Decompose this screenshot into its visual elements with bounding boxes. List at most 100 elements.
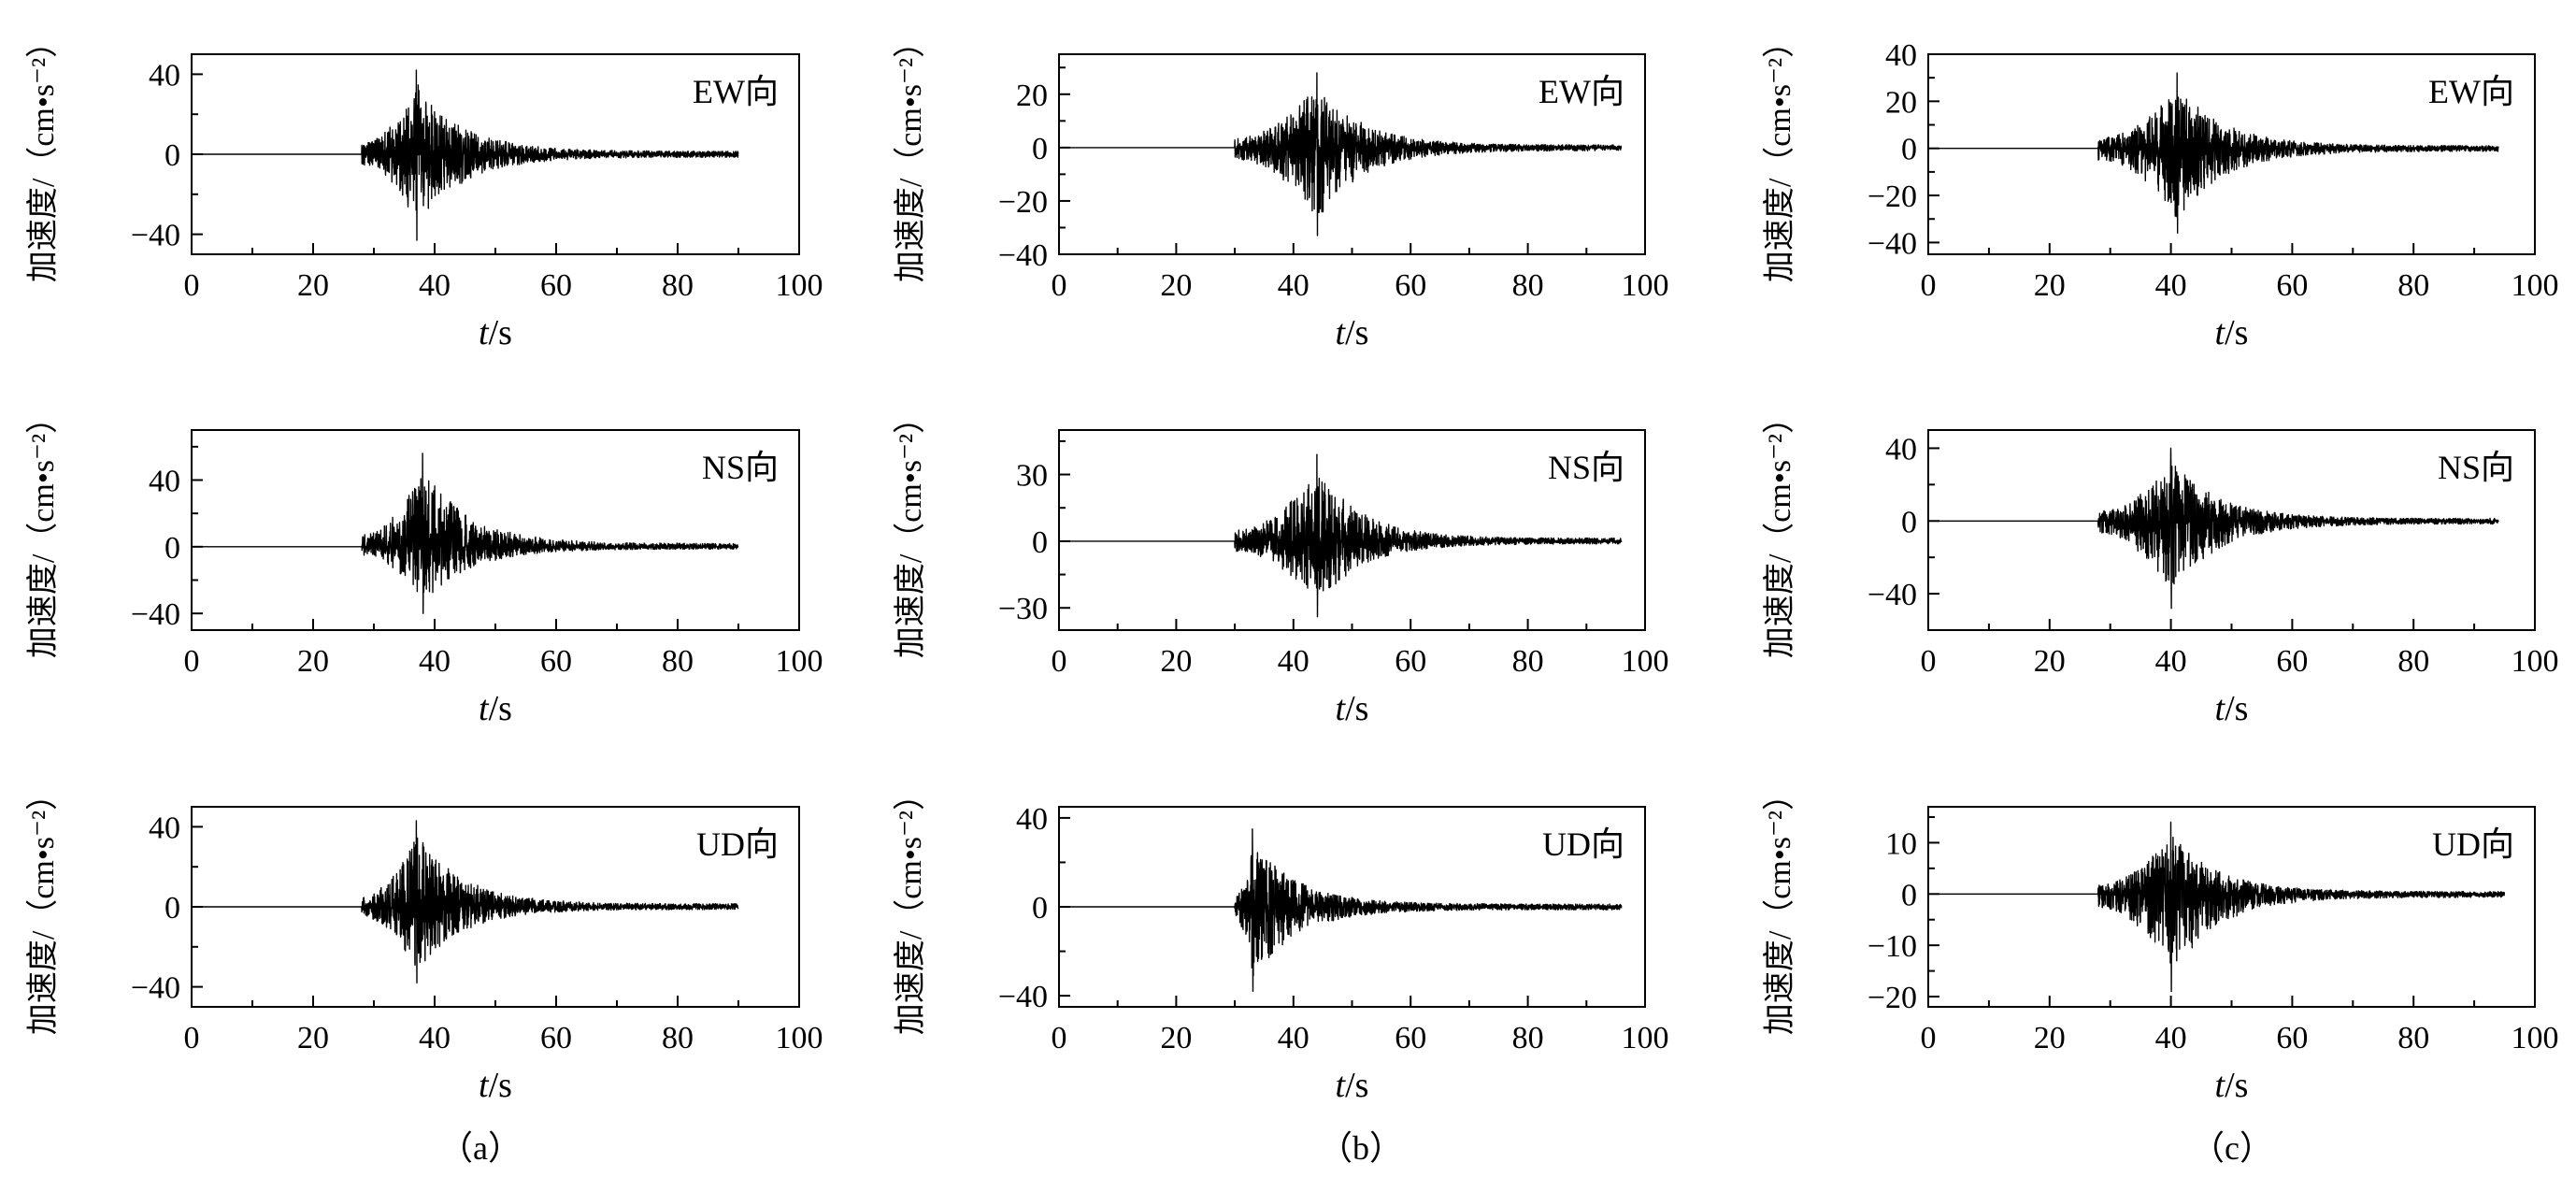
x-tick-label: 60 — [1395, 644, 1426, 679]
y-tick-label: −40 — [998, 238, 1048, 273]
y-tick-label: −30 — [998, 592, 1048, 626]
x-tick-label: 40 — [2155, 1021, 2187, 1055]
x-tick-label: 20 — [297, 644, 329, 679]
panel-c-3: 0 20 40 60 80 100 −20 −10 0 10 t/s 加速度/（cm•s⁻²） UD向 — [1762, 779, 2559, 1105]
y-tick-label: 0 — [1901, 878, 1917, 912]
panel-c-1: 0 20 40 60 80 100 −40 −20 0 20 40 t/s 加速度/（cm•s⁻²） EW… — [1762, 26, 2559, 352]
caption-c: （c） — [2191, 1129, 2273, 1167]
x-tick-label: 80 — [2397, 268, 2429, 303]
caption-b: （b） — [1319, 1129, 1403, 1167]
series-line — [1058, 453, 1623, 618]
x-tick-label: 60 — [540, 268, 572, 303]
direction-label: NS向 — [1548, 449, 1624, 486]
y-tick-label: −40 — [131, 597, 180, 632]
x-tick-label: 60 — [1395, 1021, 1426, 1055]
panel-b-1: 0 20 40 60 80 100 −40 −20 0 20 t/s 加速度/（cm•s⁻²） EW向 — [893, 26, 1669, 352]
x-tick-label: 80 — [662, 644, 694, 679]
x-tick-label: 0 — [1052, 644, 1067, 679]
y-axis-label: 加速度/（cm•s⁻²） — [1762, 402, 1797, 658]
direction-label: UD向 — [1542, 825, 1624, 863]
y-tick-label: 20 — [1016, 79, 1048, 113]
y-tick-label: 40 — [1016, 802, 1048, 837]
y-axis-label: 加速度/（cm•s⁻²） — [25, 26, 61, 282]
x-tick-label: 20 — [2034, 1021, 2066, 1055]
direction-label: NS向 — [702, 449, 779, 486]
y-axis-label: 加速度/（cm•s⁻²） — [1762, 779, 1797, 1035]
x-tick-label: 40 — [1278, 1021, 1309, 1055]
y-tick-label: 40 — [1885, 432, 1917, 466]
x-axis-label: t/s — [2215, 689, 2249, 728]
y-tick-label: −10 — [1868, 929, 1917, 964]
x-tick-label: 40 — [2155, 268, 2187, 303]
x-tick-label: 20 — [1160, 1021, 1192, 1055]
direction-label: UD向 — [2432, 825, 2514, 863]
y-tick-label: 10 — [1885, 826, 1917, 861]
direction-label: EW向 — [2428, 73, 2514, 110]
y-tick-label: 0 — [1032, 525, 1048, 560]
x-tick-label: 20 — [1160, 644, 1192, 679]
x-tick-label: 60 — [2276, 644, 2308, 679]
y-axis-label: 加速度/（cm•s⁻²） — [1762, 26, 1797, 282]
y-tick-label: −20 — [998, 185, 1048, 220]
series-line — [191, 820, 739, 983]
series-line — [1058, 72, 1623, 237]
x-tick-label: 40 — [419, 644, 451, 679]
y-tick-label: 40 — [1885, 38, 1917, 73]
series-line — [191, 69, 739, 241]
x-tick-label: 100 — [2512, 644, 2559, 679]
y-tick-label: 40 — [149, 465, 180, 499]
y-axis-label: 加速度/（cm•s⁻²） — [25, 779, 61, 1035]
x-tick-label: 80 — [662, 1021, 694, 1055]
x-tick-label: 40 — [419, 268, 451, 303]
direction-label: EW向 — [693, 73, 779, 110]
y-tick-label: −20 — [1868, 179, 1917, 214]
y-tick-label: −20 — [1868, 981, 1917, 1015]
x-tick-label: 60 — [2276, 268, 2308, 303]
y-tick-label: 0 — [1901, 133, 1917, 167]
x-tick-label: 60 — [1395, 268, 1426, 303]
y-tick-label: 40 — [149, 811, 180, 845]
x-tick-label: 100 — [1622, 268, 1669, 303]
x-tick-label: 40 — [419, 1021, 451, 1055]
x-tick-label: 20 — [1160, 268, 1192, 303]
x-tick-label: 20 — [297, 1021, 329, 1055]
x-tick-label: 60 — [540, 1021, 572, 1055]
y-tick-label: 0 — [1901, 505, 1917, 539]
x-tick-label: 0 — [184, 644, 200, 679]
x-axis-label: t/s — [1336, 1066, 1369, 1105]
x-tick-label: 100 — [776, 1021, 823, 1055]
caption-a: （a） — [439, 1129, 522, 1167]
x-axis-label: t/s — [1336, 313, 1369, 352]
y-tick-label: −40 — [998, 980, 1048, 1014]
x-tick-label: 0 — [1921, 268, 1937, 303]
series-line — [1927, 821, 2506, 993]
x-axis-label: t/s — [479, 1066, 512, 1105]
x-tick-label: 80 — [1512, 1021, 1544, 1055]
y-tick-label: 0 — [165, 531, 180, 566]
y-tick-label: 40 — [149, 58, 180, 93]
x-tick-label: 40 — [1278, 268, 1309, 303]
x-tick-label: 0 — [1052, 1021, 1067, 1055]
x-axis-label: t/s — [479, 313, 512, 352]
y-axis-label: 加速度/（cm•s⁻²） — [893, 402, 928, 658]
x-axis-label: t/s — [1336, 689, 1369, 728]
x-tick-label: 80 — [662, 268, 694, 303]
x-axis-label: t/s — [479, 689, 512, 728]
x-tick-label: 20 — [297, 268, 329, 303]
x-tick-label: 100 — [1622, 1021, 1669, 1055]
y-axis-label: 加速度/（cm•s⁻²） — [25, 402, 61, 658]
series-line — [191, 452, 739, 614]
x-axis-label: t/s — [2215, 313, 2249, 352]
y-tick-label: 0 — [1032, 891, 1048, 926]
x-tick-label: 100 — [776, 268, 823, 303]
x-tick-label: 0 — [184, 1021, 200, 1055]
y-axis-label: 加速度/（cm•s⁻²） — [893, 26, 928, 282]
y-tick-label: 0 — [1032, 132, 1048, 166]
